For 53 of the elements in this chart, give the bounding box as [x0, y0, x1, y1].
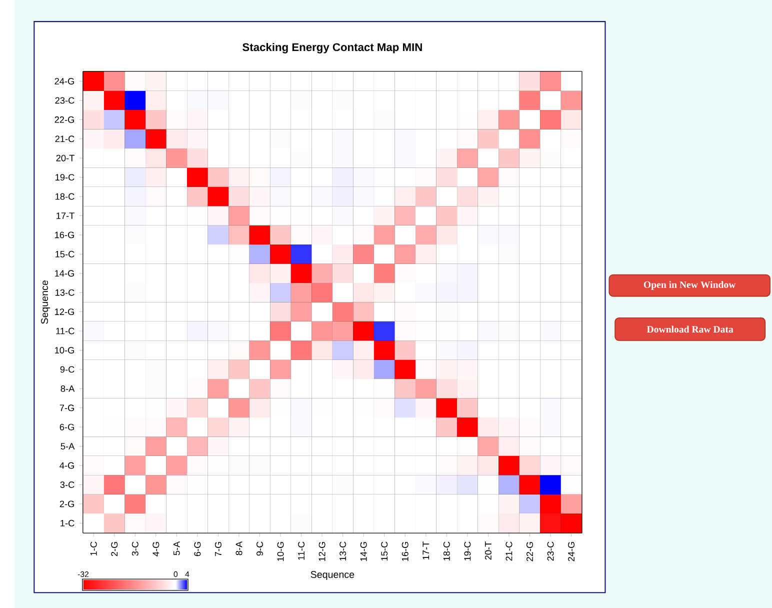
- x-tick-label: 18-C: [443, 542, 450, 560]
- y-tick-label: 24-G: [54, 78, 74, 84]
- x-tick-label: 2-G: [111, 542, 118, 556]
- x-tick-label: 6-G: [194, 542, 201, 556]
- y-tick-label: 1-C: [60, 520, 74, 526]
- x-axis-title: Sequence: [310, 570, 354, 580]
- x-tick-label: 17-T: [422, 541, 430, 560]
- x-tick-label: 9-C: [256, 542, 263, 556]
- x-tick-label: 16-G: [402, 542, 408, 561]
- y-tick-label: 11-C: [56, 328, 74, 334]
- y-tick-label: 8-A: [60, 385, 75, 392]
- y-tick-label: 9-C: [60, 366, 74, 373]
- text: Open in New Window: [644, 280, 736, 290]
- chart-title: Stacking Energy Contact Map MIN: [242, 42, 422, 54]
- x-tick-label: 13-C: [340, 542, 346, 560]
- y-axis-title: Sequence: [41, 280, 50, 324]
- x-tick-label: 8-A: [236, 541, 242, 556]
- x-tick-label: 21-C: [506, 542, 512, 561]
- y-tick-label: 23-C: [55, 97, 74, 104]
- text: Download Raw Data: [646, 326, 734, 332]
- y-tick-label: 20-T: [56, 154, 74, 162]
- x-tick-label: 12-G: [318, 542, 326, 561]
- y-tick-label: 2-G: [60, 500, 74, 508]
- x-tick-label: 22-G: [526, 542, 533, 562]
- y-tick-label: 19-C: [56, 174, 74, 180]
- y-tick-label: 4-G: [60, 462, 74, 469]
- x-tick-label: 23-C: [547, 542, 554, 561]
- y-tick-label: 17-T: [56, 212, 74, 219]
- x-tick-label: 19-C: [464, 542, 471, 560]
- y-tick-label: 18-C: [56, 193, 74, 200]
- x-tick-label: 20-T: [484, 541, 492, 560]
- y-tick-label: 16-G: [55, 232, 74, 238]
- y-tick-label: 12-G: [55, 308, 74, 315]
- y-tick-label: 6-G: [60, 424, 74, 430]
- y-tick-label: 10-G: [55, 346, 74, 354]
- y-tick-label: 22-G: [54, 116, 74, 123]
- x-tick-label: 4-G: [152, 542, 160, 556]
- x-tick-label: 11-C: [298, 542, 305, 560]
- y-tick-label: 7-G: [60, 404, 74, 411]
- x-tick-label: 24-G: [568, 542, 575, 562]
- x-tick-label: 15-C: [381, 542, 388, 560]
- y-tick-label: 15-C: [56, 250, 74, 258]
- y-tick-label: 14-G: [55, 270, 74, 276]
- x-tick-label: 14-G: [360, 542, 367, 561]
- x-tick-label: 3-C: [132, 542, 138, 556]
- x-tick-label: 10-G: [277, 542, 284, 561]
- y-tick-label: 21-C: [55, 135, 74, 142]
- x-tick-label: 5-A: [173, 541, 180, 556]
- x-tick-label: 7-G: [214, 542, 222, 556]
- x-tick-label: 1-C: [90, 542, 97, 556]
- y-tick-label: 5-A: [60, 442, 75, 450]
- y-tick-label: 3-C: [60, 481, 74, 488]
- y-tick-label: 13-C: [56, 289, 74, 296]
